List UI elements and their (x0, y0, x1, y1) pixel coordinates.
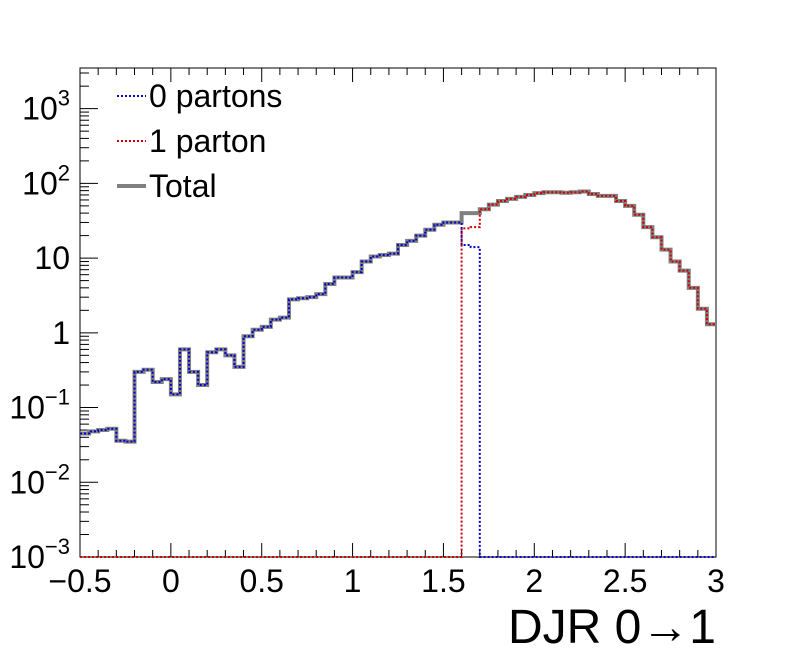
y-tick-label: 10 (34, 240, 70, 276)
legend-label: 0 partons (149, 78, 282, 114)
y-tick-label: 10−2 (9, 459, 70, 500)
series-line-total (80, 189, 716, 444)
legend: 0 partons 1 parton Total (117, 78, 282, 204)
axis-ticks (79, 68, 717, 558)
y-tick-label: 1 (52, 315, 70, 351)
legend-label: Total (149, 168, 217, 204)
series-layer (80, 189, 716, 558)
x-tick-label: 1.5 (421, 563, 465, 599)
legend-label: 1 parton (149, 123, 266, 159)
series-line-0-partons (80, 221, 716, 558)
y-tick-label: 103 (22, 86, 70, 127)
x-tick-labels: −0.5 0 0.5 1 1.5 2 2.5 3 (48, 563, 724, 599)
y-tick-label: 10−1 (9, 385, 70, 426)
x-tick-label: 0 (162, 563, 180, 599)
x-tick-label: 3 (707, 563, 725, 599)
x-axis-title: DJR 0→1 (508, 601, 716, 654)
series-line-1-parton (80, 190, 716, 558)
x-tick-label: 1 (344, 563, 362, 599)
x-tick-label: −0.5 (48, 563, 111, 599)
y-tick-labels: 10−3 10−2 10−1 1 10 102 103 (9, 86, 70, 575)
y-tick-label: 10−3 (9, 534, 70, 575)
x-tick-label: 2 (525, 563, 543, 599)
x-tick-label: 2.5 (603, 563, 647, 599)
x-tick-label: 0.5 (239, 563, 283, 599)
y-tick-label: 102 (22, 160, 70, 201)
